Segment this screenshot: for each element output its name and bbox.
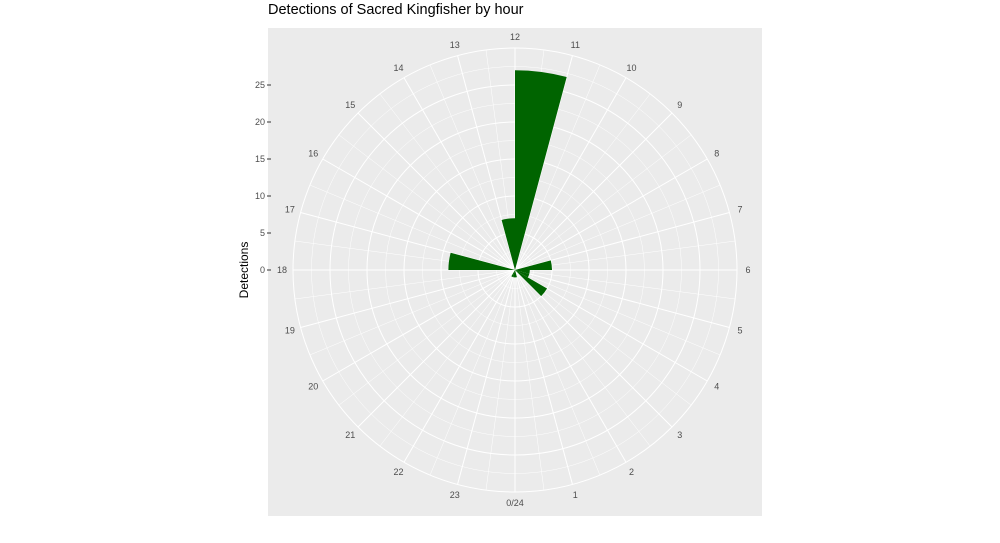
bar-hour-12: [515, 70, 567, 270]
bar-hour-1: [515, 270, 517, 278]
bar-hour-4: [515, 270, 548, 297]
grid-spoke-major: [514, 269, 673, 428]
grid-spoke-major: [357, 112, 516, 271]
y-tick-label: 0: [260, 265, 265, 275]
y-tick-label: 20: [255, 117, 265, 127]
hour-label: 14: [393, 63, 403, 73]
grid-spoke-minor: [514, 93, 651, 271]
grid-spoke-major: [514, 77, 627, 271]
bar-hour-23: [511, 270, 515, 278]
hour-label: 13: [450, 40, 460, 50]
bar-hour-13: [501, 218, 515, 270]
grid-spoke-major: [514, 158, 708, 271]
grid-spoke-minor: [514, 269, 601, 476]
hour-label: 1: [573, 490, 578, 500]
grid-spoke-major: [514, 269, 730, 328]
bar-hour-0-24: [513, 270, 515, 278]
grid-spoke-minor: [309, 269, 516, 356]
bar-hour-5: [515, 270, 530, 278]
y-tick-label: 15: [255, 154, 265, 164]
hour-label: 17: [285, 205, 295, 215]
bar-hour-6: [515, 270, 530, 274]
y-axis-label: Detections: [237, 242, 251, 299]
grid-spoke-major: [357, 269, 516, 428]
grid-spoke-minor: [379, 269, 516, 447]
grid-spoke-major: [514, 269, 573, 485]
grid-spoke-minor: [514, 269, 736, 300]
grid-spoke-major: [514, 269, 627, 463]
grid-spoke-major: [514, 55, 573, 271]
grid-spoke-major: [322, 269, 516, 382]
hour-labels: 0/24123456789101112131415161718192021222…: [277, 32, 751, 508]
hour-label: 2: [629, 467, 634, 477]
hour-label: 8: [714, 149, 719, 159]
hour-label: 0/24: [506, 498, 524, 508]
bar-hour-7: [515, 260, 552, 270]
grid-spoke-minor: [514, 269, 545, 491]
grid-spoke-minor: [338, 269, 516, 406]
grid-spoke-minor: [485, 269, 516, 491]
grid-spoke-minor: [514, 184, 721, 271]
hour-label: 4: [714, 382, 719, 392]
grid-spoke-minor: [309, 184, 516, 271]
hour-label: 10: [626, 63, 636, 73]
y-tick-label: 5: [260, 228, 265, 238]
grid-spoke-major: [403, 77, 516, 271]
hour-label: 11: [571, 40, 580, 50]
hour-label: 18: [277, 265, 287, 275]
grid-spoke-minor: [379, 93, 516, 271]
hour-label: 12: [510, 32, 520, 42]
y-axis: 0 5 10 15 20 25: [255, 80, 271, 275]
hour-label: 9: [677, 100, 682, 110]
grid-spoke-major: [300, 269, 516, 328]
hour-label: 21: [345, 430, 355, 440]
y-tick-label: 25: [255, 80, 265, 90]
grid-spoke-minor: [429, 269, 516, 476]
grid-spoke-major: [457, 269, 516, 485]
grid-spoke-minor: [514, 269, 692, 406]
hour-label: 3: [677, 430, 682, 440]
grid-spoke-minor: [514, 269, 651, 447]
hour-label: 20: [308, 382, 318, 392]
y-tick-label: 10: [255, 191, 265, 201]
bar-hour-18: [448, 252, 515, 270]
hour-label: 15: [345, 100, 355, 110]
grid-spoke-major: [403, 269, 516, 463]
hour-label: 6: [745, 265, 750, 275]
grid-spoke-minor: [429, 64, 516, 271]
grid-spoke-minor: [294, 269, 516, 300]
hour-label: 7: [738, 205, 743, 215]
grid-spoke-minor: [514, 269, 721, 356]
bars-layer: [448, 70, 567, 297]
grid-spoke-minor: [338, 134, 516, 271]
hour-label: 23: [450, 490, 460, 500]
hour-label: 19: [285, 325, 295, 335]
chart-title: Detections of Sacred Kingfisher by hour: [268, 2, 524, 18]
grid-spoke-major: [514, 112, 673, 271]
grid-spoke-minor: [514, 64, 601, 271]
grid-spoke-major: [514, 269, 708, 382]
grid-spoke-minor: [514, 134, 692, 271]
grid-spoke-major: [322, 158, 516, 271]
hour-label: 22: [393, 467, 403, 477]
hour-label: 16: [308, 149, 318, 159]
hour-label: 5: [738, 325, 743, 335]
